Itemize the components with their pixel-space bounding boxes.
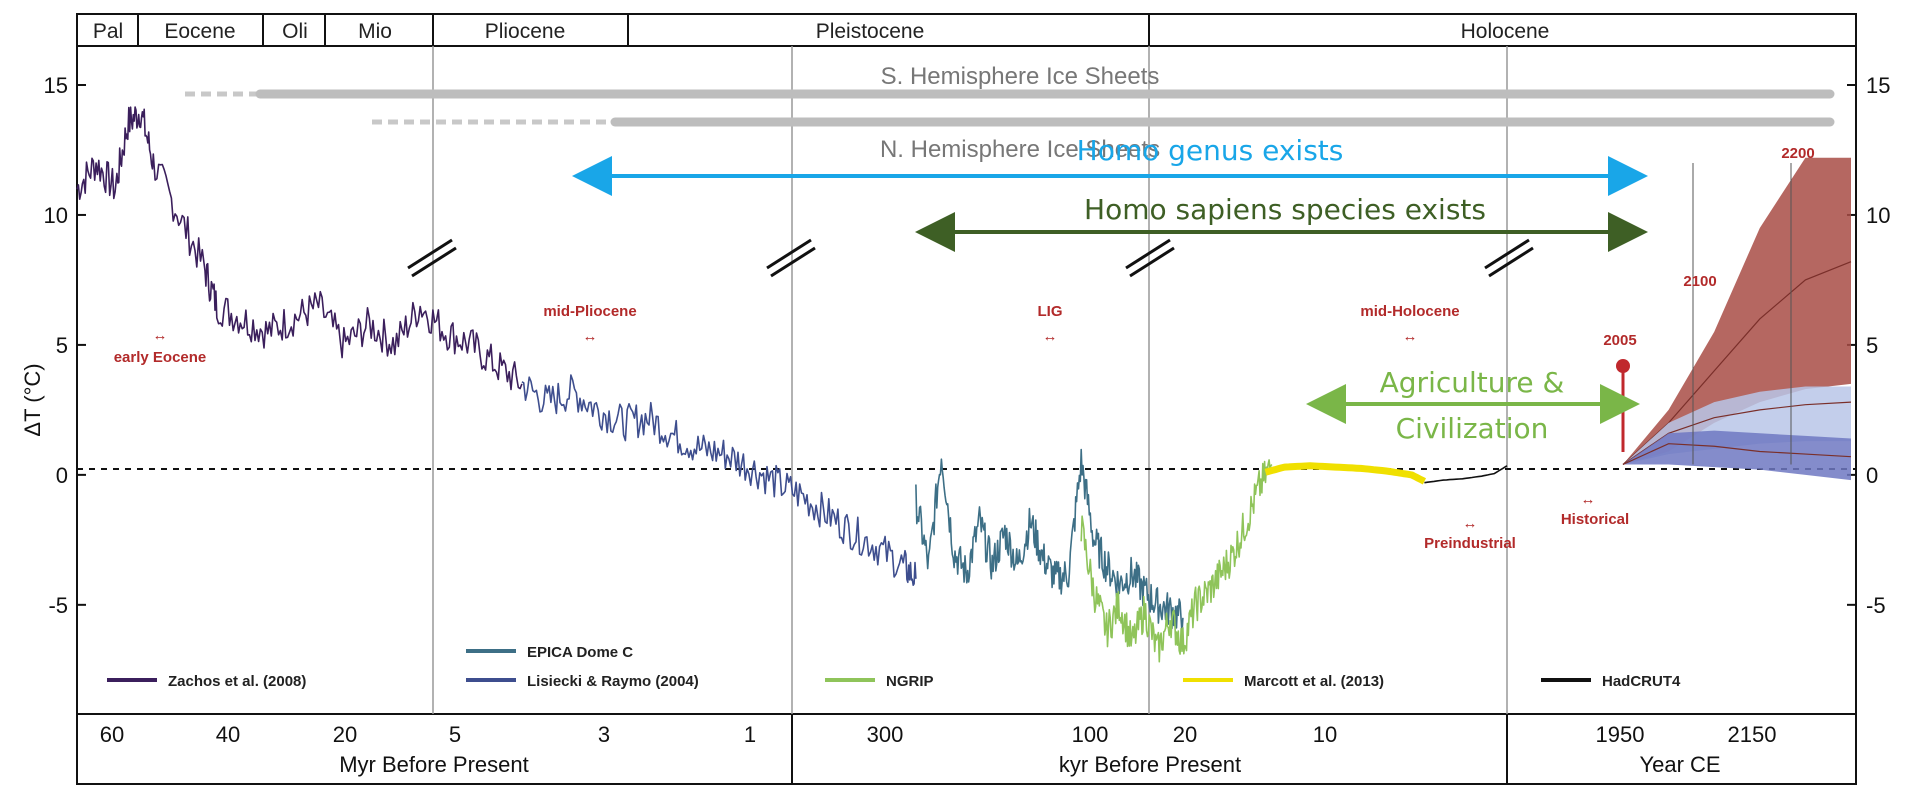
epoch-labels: Pal Eocene Oli Mio Pliocene Pleistocene … xyxy=(93,20,1550,43)
epoch-pal: Pal xyxy=(93,20,123,43)
period-label-mid-pliocene: mid-Pliocene xyxy=(543,303,636,320)
plot-area-frame xyxy=(76,13,1857,785)
label-2100: 2100 xyxy=(1683,273,1716,290)
x-tick: 10 xyxy=(1313,722,1337,747)
agriculture-label: Agriculture & xyxy=(1380,366,1565,399)
y-tick-right: 5 xyxy=(1866,333,1878,358)
axis-break xyxy=(1129,246,1175,278)
x-tick: 100 xyxy=(1072,722,1109,747)
epoch-oli: Oli xyxy=(282,20,308,43)
period-label-early-eocene: early Eocene xyxy=(114,349,207,366)
series-line xyxy=(1264,462,1427,485)
x-tick: 60 xyxy=(100,722,124,747)
bottom-panel-dividers xyxy=(791,714,1508,784)
y-tick-left: 15 xyxy=(44,73,68,98)
period-label-historical: Historical xyxy=(1561,511,1629,528)
legend-hadcrut: HadCRUT4 xyxy=(1602,673,1681,690)
period-arrow-icon: ↔ xyxy=(1463,515,1478,532)
series-line xyxy=(1080,459,1273,663)
series-line xyxy=(1424,465,1508,484)
top-epoch-band xyxy=(76,13,1857,47)
bottom-axis-band xyxy=(76,713,1857,785)
y-axis-title: ΔT (°C) xyxy=(20,363,45,436)
axis-break xyxy=(411,246,457,278)
epoch-mio: Mio xyxy=(358,20,392,43)
projection-median xyxy=(1622,443,1852,466)
axis-break xyxy=(1488,246,1534,278)
period-arrow-icon: ↔ xyxy=(1403,328,1418,345)
y-tick-right: 10 xyxy=(1866,203,1890,228)
projection-band xyxy=(1623,430,1851,481)
period-arrow-icon: ↔ xyxy=(583,328,598,345)
y-tick-left: 0 xyxy=(56,463,68,488)
ice-sheet-bars: S. Hemisphere Ice Sheets N. Hemisphere I… xyxy=(185,63,1835,163)
period-arrow-icon: ↔ xyxy=(153,327,168,344)
period-label-lig: LIG xyxy=(1038,303,1063,320)
x-tick: 5 xyxy=(449,722,461,747)
homo-genus-label: Homo genus exists xyxy=(1077,134,1344,167)
label-2005: 2005 xyxy=(1603,332,1636,349)
y-tick-right: 15 xyxy=(1866,73,1890,98)
s-hemisphere-ice-label: S. Hemisphere Ice Sheets xyxy=(881,63,1160,90)
x-tick: 20 xyxy=(333,722,357,747)
epoch-holocene: Holocene xyxy=(1461,20,1550,43)
event-2005-marker: 2005 2100 2200 xyxy=(1603,145,1815,452)
period-arrow-icon: ↔ xyxy=(1581,491,1596,508)
legend-zachos: Zachos et al. (2008) xyxy=(168,673,306,690)
x-tick: 40 xyxy=(216,722,240,747)
epoch-pliocene: Pliocene xyxy=(485,20,566,43)
x-axis-title-year: Year CE xyxy=(1639,752,1720,777)
x-tick: 3 xyxy=(598,722,610,747)
period-label-preindustrial: Preindustrial xyxy=(1424,535,1516,552)
label-2200: 2200 xyxy=(1781,145,1814,162)
human-spans: Homo genus exists Homo sapiens species e… xyxy=(572,134,1648,445)
y-tick-left: 5 xyxy=(56,333,68,358)
projection-median xyxy=(1622,261,1852,465)
x-tick: 2150 xyxy=(1728,722,1777,747)
epoch-eocene: Eocene xyxy=(164,20,235,43)
series-line xyxy=(76,106,523,391)
axis-break xyxy=(766,238,812,270)
x-tick: 1950 xyxy=(1596,722,1645,747)
projection-layer xyxy=(1622,157,1852,481)
series-layer xyxy=(76,106,1508,663)
series-line xyxy=(521,374,917,586)
epoch-pleistocene: Pleistocene xyxy=(816,20,925,43)
legend-marcott: Marcott et al. (2013) xyxy=(1244,673,1384,690)
event-2005-dot xyxy=(1616,359,1630,373)
legend: Zachos et al. (2008) EPICA Dome C Lisiec… xyxy=(107,644,1681,690)
y-axis-ticks: 15 10 5 0 -5 15 10 5 0 -5 xyxy=(44,73,1891,618)
epoch-dividers xyxy=(137,14,1150,46)
x-axis-title-kyr: kyr Before Present xyxy=(1059,752,1241,777)
legend-lisiecki: Lisiecki & Raymo (2004) xyxy=(527,673,699,690)
x-tick: 1 xyxy=(744,722,756,747)
homo-sapiens-label: Homo sapiens species exists xyxy=(1084,193,1486,226)
civilization-label: Civilization xyxy=(1396,412,1549,445)
period-label-mid-holocene: mid-Holocene xyxy=(1360,303,1459,320)
legend-epica: EPICA Dome C xyxy=(527,644,633,661)
x-axis-ticks: 60 40 20 5 3 1 300 100 20 10 1950 2150 M… xyxy=(100,722,1777,777)
y-tick-left: 10 xyxy=(44,203,68,228)
period-labels: ↔ early Eocene mid-Pliocene ↔ LIG ↔ mid-… xyxy=(114,303,1629,552)
axis-break xyxy=(407,238,453,270)
x-axis-title-myr: Myr Before Present xyxy=(339,752,529,777)
legend-ngrip: NGRIP xyxy=(886,673,934,690)
axis-breaks xyxy=(407,238,1534,278)
y-tick-right: 0 xyxy=(1866,463,1878,488)
series-line xyxy=(915,448,1184,634)
x-tick: 300 xyxy=(867,722,904,747)
period-arrow-icon: ↔ xyxy=(1043,328,1058,345)
x-tick: 20 xyxy=(1173,722,1197,747)
axis-break xyxy=(770,246,816,278)
y-tick-right: -5 xyxy=(1866,593,1886,618)
y-tick-left: -5 xyxy=(48,593,68,618)
